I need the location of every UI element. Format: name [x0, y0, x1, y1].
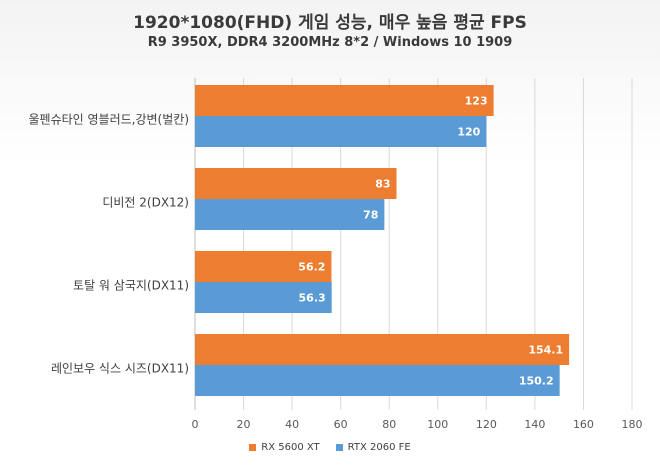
legend-label-rtx-2060-fe: RTX 2060 FE [347, 442, 411, 453]
x-tick-label-180: 180 [622, 418, 643, 431]
data-label-rtx-2060-fe-0: 120 [457, 126, 480, 139]
x-tick-label-120: 120 [476, 418, 497, 431]
legend-swatch-rtx-2060-fe [335, 444, 343, 451]
data-label-rtx-2060-fe-1: 78 [363, 209, 378, 222]
bar-rx-5600-xt-0 [195, 85, 494, 116]
chart-legend: RX 5600 XT RTX 2060 FE [0, 442, 660, 453]
x-tick-label-0: 0 [192, 418, 199, 431]
category-label-1: 디비전 2(DX12) [102, 196, 189, 210]
data-label-rx-5600-xt-2: 56.2 [298, 261, 325, 274]
legend-label-rx-5600-xt: RX 5600 XT [261, 442, 320, 453]
x-tick-label-20: 20 [237, 418, 251, 431]
bar-rx-5600-xt-3 [195, 334, 570, 365]
x-tick-label-60: 60 [334, 418, 348, 431]
category-label-2: 토탈 워 삼국지(DX11) [73, 279, 189, 293]
x-tick-label-80: 80 [382, 418, 396, 431]
category-label-3: 레인보우 식스 시즈(DX11) [51, 362, 189, 376]
data-label-rx-5600-xt-3: 154.1 [528, 344, 563, 357]
chart-subtitle: R9 3950X, DDR4 3200MHz 8*2 / Windows 10 … [147, 35, 513, 50]
bar-rtx-2060-fe-0 [195, 116, 487, 147]
x-tick-label-100: 100 [427, 418, 448, 431]
bar-rtx-2060-fe-2 [195, 282, 332, 313]
bar-rtx-2060-fe-1 [195, 199, 385, 230]
legend-swatch-rx-5600-xt [249, 444, 257, 451]
x-tick-label-160: 160 [573, 418, 594, 431]
chart-title: 1920*1080(FHD) 게임 성능, 매우 높음 평균 FPS [133, 13, 527, 33]
data-label-rtx-2060-fe-2: 56.3 [299, 292, 326, 305]
bar-rx-5600-xt-2 [195, 251, 332, 282]
data-label-rx-5600-xt-1: 83 [375, 178, 390, 191]
bar-rtx-2060-fe-3 [195, 365, 560, 396]
x-tick-label-140: 140 [524, 418, 545, 431]
x-tick-label-40: 40 [285, 418, 299, 431]
bar-rx-5600-xt-1 [195, 168, 397, 199]
data-label-rx-5600-xt-0: 123 [465, 95, 488, 108]
legend-item-rtx-2060-fe: RTX 2060 FE [335, 442, 411, 453]
category-label-0: 울펜슈타인 영블러드,강변(벌칸) [28, 113, 189, 127]
legend-item-rx-5600-xt: RX 5600 XT [249, 442, 320, 453]
data-label-rtx-2060-fe-3: 150.2 [519, 375, 554, 388]
